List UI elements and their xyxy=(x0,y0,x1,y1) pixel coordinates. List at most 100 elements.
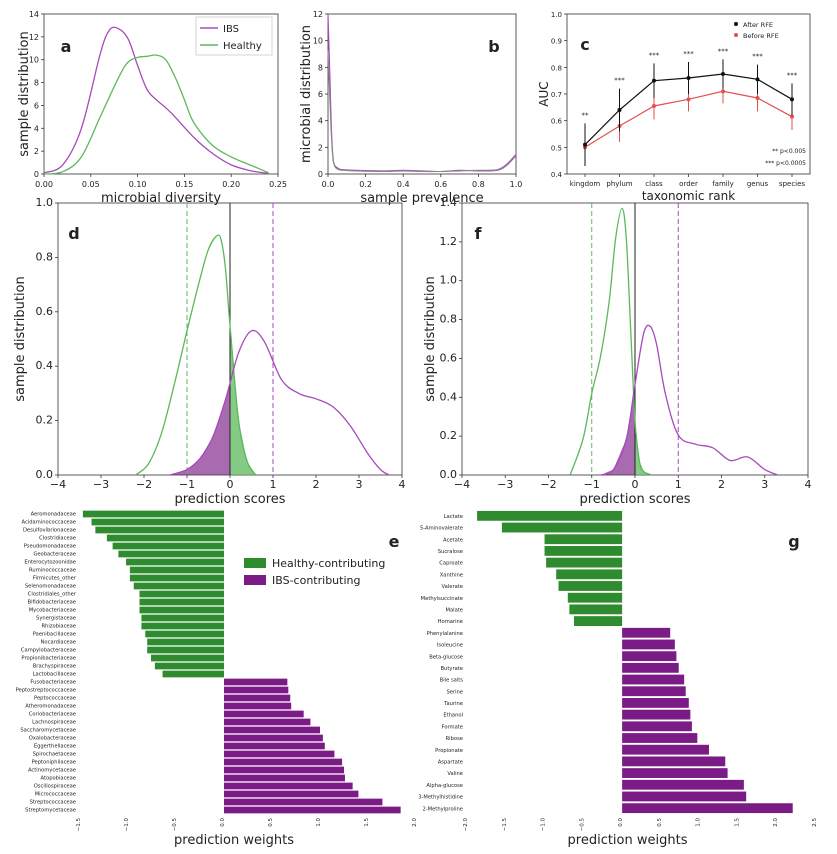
c-ytick-label: 0.7 xyxy=(551,91,562,99)
c-legend-label: After RFE xyxy=(743,21,773,29)
d-xlabel: prediction scores xyxy=(174,492,285,507)
g-bar xyxy=(622,686,686,697)
g-category-label: Valine xyxy=(447,771,463,777)
e-legend-label: Healthy-contributing xyxy=(272,557,385,570)
e-bar xyxy=(224,726,320,734)
plot-frame xyxy=(43,13,279,175)
a-ytick-label: 14 xyxy=(29,10,39,19)
e-xtick-label: −1.0 xyxy=(124,818,130,832)
c-point xyxy=(686,97,691,102)
a-panel-label: a xyxy=(61,37,72,56)
d-ytick-label: 0.2 xyxy=(36,414,54,427)
a-ytick-label: 0 xyxy=(34,170,39,179)
e-bar xyxy=(162,670,224,678)
e-category-label: Clostridiaceae xyxy=(39,535,76,541)
c-point xyxy=(721,89,725,94)
f-ytick-label: 1.4 xyxy=(440,196,458,209)
b-series-line xyxy=(327,50,517,173)
e-bar xyxy=(224,742,325,750)
d-ibs-shade xyxy=(169,383,230,475)
c-xtick-label: order xyxy=(679,180,698,188)
e-category-label: Eggerthellaceae xyxy=(34,743,76,749)
b-ytick-label: 2 xyxy=(318,143,323,152)
c-significance: *** xyxy=(787,71,798,79)
f-xtick-label: −1 xyxy=(584,478,600,491)
e-bar xyxy=(139,590,224,598)
f-xtick-label: 3 xyxy=(761,478,768,491)
e-bar xyxy=(112,542,224,550)
g-bar xyxy=(622,733,698,743)
c-legend-label: Before RFE xyxy=(743,32,779,40)
e-bar xyxy=(82,510,224,518)
e-category-label: Campylobacteraceae xyxy=(21,647,76,653)
f-density-line xyxy=(600,324,778,476)
panel-a: 0.00 0.05 0.10 0.15 0.20 0.25 0 2 4 6 8 10 12 14 micro… xyxy=(17,10,287,206)
g-category-label: Valerate xyxy=(442,584,464,590)
d-panel-label: d xyxy=(68,224,79,243)
b-ytick-label: 12 xyxy=(313,10,323,19)
e-bar xyxy=(118,550,224,558)
a-ytick-label: 10 xyxy=(29,56,39,65)
e-bar xyxy=(141,622,224,630)
e-bar xyxy=(224,678,288,686)
g-category-label: Homarine xyxy=(438,619,463,625)
g-xtick-label: −0.5 xyxy=(579,818,585,832)
g-category-label: Methylsuccinate xyxy=(421,596,463,602)
e-panel-label: e xyxy=(389,532,400,551)
e-category-label: Peptococcaceae xyxy=(34,695,76,701)
c-ylabel: AUC xyxy=(537,81,551,106)
panel-d: −4 −3 −2 −1 0 1 2 3 4 0.0 0.2 0.4 0.6 0.8 1.0 predictio… xyxy=(13,196,406,507)
c-point xyxy=(617,108,622,112)
c-panel-label: c xyxy=(580,35,589,54)
a-xtick-label: 0.10 xyxy=(129,180,147,189)
e-bar xyxy=(224,750,335,758)
f-ytick-label: 0.6 xyxy=(440,351,458,364)
d-xtick-label: 3 xyxy=(356,478,363,491)
c-xtick-label: species xyxy=(779,180,805,188)
g-xtick-label: 0.5 xyxy=(657,818,663,827)
g-category-label: Sucralose xyxy=(438,549,463,555)
f-ibs-shade xyxy=(600,384,635,475)
g-category-label: Acetate xyxy=(443,537,463,543)
e-category-label: Peptostreptococcaceae xyxy=(16,687,76,693)
c-point xyxy=(755,96,760,100)
f-xtick-label: 1 xyxy=(675,478,682,491)
e-category-label: Acidaminococcaceae xyxy=(21,519,76,525)
a-xlabel: microbial diversity xyxy=(101,191,221,206)
c-significance: *** xyxy=(752,53,763,61)
e-category-label: Propionibacteriaceae xyxy=(21,655,76,661)
c-xtick-label: kingdom xyxy=(570,180,601,188)
d-xtick-label: −1 xyxy=(179,478,195,491)
c-note: ** p<0.005 xyxy=(772,148,806,155)
g-bar xyxy=(622,639,675,650)
g-xtick-label: −2.0 xyxy=(463,818,469,832)
e-xtick-label: −0.5 xyxy=(172,818,178,832)
e-bar xyxy=(141,614,224,622)
g-xtick-label: 1.0 xyxy=(696,818,702,827)
a-xtick-label: 0.00 xyxy=(35,180,53,189)
e-category-label: Paenibacillaceae xyxy=(33,631,76,637)
e-xtick-label: 1.0 xyxy=(316,818,322,827)
g-bar xyxy=(622,627,671,638)
c-xtick-label: phylum xyxy=(606,180,632,188)
g-category-label: Isoleucine xyxy=(437,643,463,649)
f-ytick-label: 0.2 xyxy=(440,429,458,442)
d-xtick-label: 1 xyxy=(270,478,277,491)
e-category-label: Oscillospiraceae xyxy=(34,783,76,789)
e-category-label: Firmicutes_other xyxy=(33,575,77,581)
e-category-label: Selenomonadaceae xyxy=(25,583,76,589)
g-bar xyxy=(574,616,623,626)
e-category-label: Ruminococcaceae xyxy=(29,567,76,573)
b-panel-label: b xyxy=(488,37,499,56)
g-category-label: 5-Aminovalerate xyxy=(420,526,463,532)
c-point xyxy=(652,78,656,83)
e-category-label: Lachnospiraceae xyxy=(32,719,76,725)
d-ytick-label: 1.0 xyxy=(36,196,54,209)
f-xtick-label: 4 xyxy=(805,478,812,491)
e-category-label: Fusobacteriaceae xyxy=(30,679,76,685)
e-category-label: Aeromonadaceae xyxy=(31,511,76,517)
e-category-label: Brachyspiraceae xyxy=(33,663,76,669)
c-significance: ** xyxy=(582,111,590,119)
c-point xyxy=(686,76,691,80)
g-bar xyxy=(546,557,623,568)
